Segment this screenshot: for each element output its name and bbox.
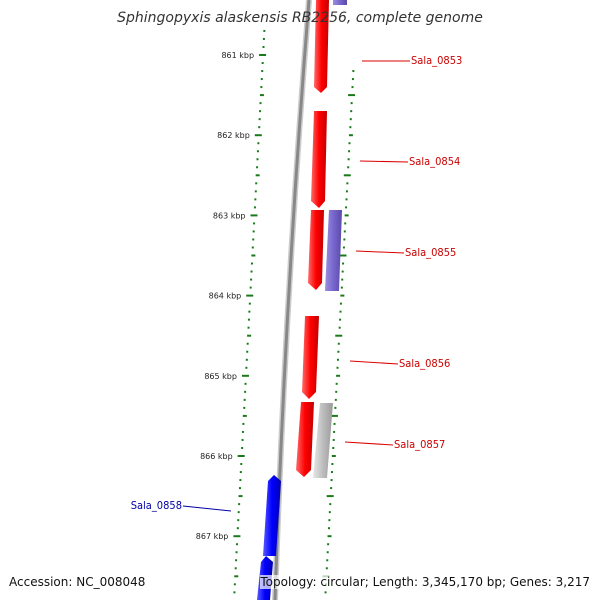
gene-label-sala-0858[interactable]: Sala_0858 <box>131 499 182 512</box>
feature-purple <box>325 210 342 291</box>
gene-sala-0856[interactable] <box>302 316 319 399</box>
ruler-label: 867 kbp <box>196 532 229 541</box>
label-leader-sala-0858 <box>182 505 232 512</box>
label-leader-sala-0855 <box>355 250 405 254</box>
gene-label-sala-0855[interactable]: Sala_0855 <box>405 246 456 259</box>
accession-text: Accession: NC_008048 <box>9 575 146 589</box>
gene-sala-0853[interactable] <box>314 0 329 93</box>
genome-summary-text: Topology: circular; Length: 3,345,170 bp… <box>260 575 590 589</box>
map-title-text: Sphingopyxis alaskensis RB2256, complete… <box>117 10 483 26</box>
gene-sala-0857[interactable] <box>296 402 314 477</box>
ruler-label: 864 kbp <box>209 292 242 301</box>
feature-purple-top <box>333 0 347 5</box>
label-leader-sala-0854 <box>359 160 409 163</box>
gene-label-sala-0853[interactable]: Sala_0853 <box>411 54 462 67</box>
backbone-arc <box>272 0 312 600</box>
ruler-label: 862 kbp <box>217 131 250 140</box>
gene-sala-0854[interactable] <box>311 111 327 208</box>
gene-label-sala-0856[interactable]: Sala_0856 <box>399 357 450 370</box>
label-leader-sala-0856 <box>349 360 399 365</box>
gene-sala-0858[interactable] <box>263 475 281 556</box>
label-leader-sala-0857 <box>344 441 394 446</box>
gene-sala-0855[interactable] <box>308 210 324 290</box>
gene-label-sala-0854[interactable]: Sala_0854 <box>409 155 460 168</box>
feature-gray <box>313 403 333 478</box>
inner-tick-track <box>233 29 267 594</box>
ruler-label: 866 kbp <box>200 452 233 461</box>
outer-tick-track <box>322 70 356 594</box>
gene-label-sala-0857[interactable]: Sala_0857 <box>394 438 445 451</box>
ruler-label: 865 kbp <box>204 372 237 381</box>
ruler-labels: 861 kbp 862 kbp 863 kbp 864 kbp 865 kbp 866 k… <box>196 51 254 541</box>
ruler-label: 863 kbp <box>213 211 246 220</box>
ruler-label: 861 kbp <box>221 51 254 60</box>
map-title: Sphingopyxis alaskensis RB2256, complete… <box>0 10 600 26</box>
